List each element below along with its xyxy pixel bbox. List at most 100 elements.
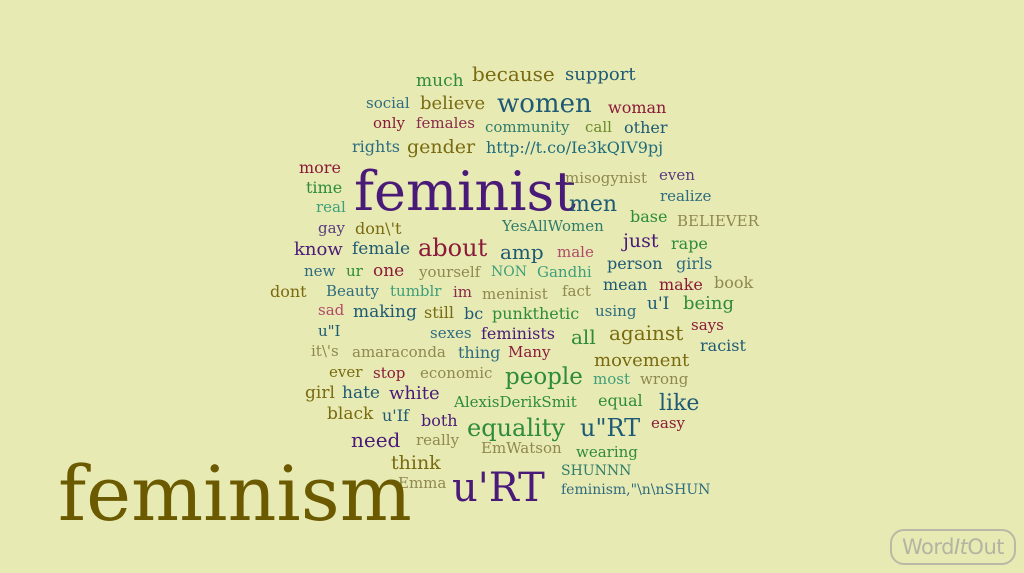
cloud-word: base [630, 207, 668, 226]
cloud-word: says [691, 316, 724, 334]
cloud-word: male [557, 243, 594, 261]
cloud-word: feminism,"\n\nSHUN [561, 482, 711, 498]
cloud-word: make [659, 275, 703, 294]
logo-word: Word [902, 535, 954, 559]
cloud-word: even [659, 166, 695, 184]
cloud-word: economic [420, 364, 493, 382]
cloud-word: other [624, 118, 668, 137]
cloud-word: movement [594, 350, 690, 371]
cloud-word: yourself [419, 263, 481, 281]
cloud-word: racist [700, 336, 746, 355]
cloud-word: wrong [640, 370, 689, 388]
cloud-word: don\'t [355, 219, 402, 238]
cloud-word: white [389, 383, 440, 404]
cloud-word: gender [407, 136, 476, 158]
cloud-word: stop [373, 364, 406, 382]
cloud-word: hate [342, 383, 380, 403]
cloud-word: Many [508, 343, 551, 361]
cloud-word: gay [318, 219, 346, 237]
cloud-word: rape [671, 234, 708, 253]
cloud-word: AlexisDerikSmit [454, 393, 577, 411]
cloud-word: mean [603, 275, 648, 294]
cloud-word: about [418, 234, 488, 262]
cloud-word: only [373, 114, 405, 132]
cloud-word: easy [651, 414, 685, 432]
cloud-word: YesAllWomen [502, 217, 604, 235]
cloud-word: new [304, 262, 336, 280]
cloud-word: females [416, 114, 475, 132]
cloud-word: meninist [482, 285, 548, 303]
cloud-word: fact [562, 282, 591, 300]
cloud-word: most [593, 370, 630, 388]
cloud-word: wearing [576, 443, 638, 461]
cloud-word: men [569, 192, 618, 217]
cloud-word: female [352, 239, 411, 259]
cloud-word: ur [346, 262, 363, 280]
cloud-word: girl [305, 383, 335, 403]
cloud-word: rights [352, 137, 400, 156]
cloud-word: Beauty [326, 282, 380, 300]
cloud-word: support [565, 64, 636, 85]
cloud-word: time [306, 178, 343, 197]
cloud-word: need [351, 428, 401, 452]
cloud-word: punkthetic [492, 304, 580, 323]
cloud-word: realize [660, 187, 712, 205]
cloud-word: it\'s [311, 342, 339, 360]
cloud-word: one [373, 261, 405, 281]
cloud-word: u'If [382, 406, 409, 425]
cloud-word: thing [458, 343, 501, 362]
cloud-word: sexes [430, 324, 472, 342]
cloud-word: equal [598, 391, 643, 410]
cloud-word: women [497, 89, 592, 119]
cloud-word: misogynist [565, 169, 648, 187]
cloud-word: feminists [481, 324, 555, 343]
cloud-word: u"I [318, 322, 341, 340]
cloud-word: person [607, 254, 663, 273]
cloud-word: equality [467, 414, 565, 442]
cloud-word: being [683, 293, 735, 314]
cloud-word: amaraconda [352, 343, 446, 361]
cloud-word: ever [329, 363, 363, 381]
cloud-word: http://t.co/Ie3kQIV9pj [486, 138, 664, 157]
cloud-word: much [416, 71, 464, 91]
wordle-logo[interactable]: WordItOut [890, 529, 1016, 565]
cloud-word: all [571, 325, 596, 349]
cloud-word: still [424, 303, 454, 322]
cloud-word: tumblr [390, 282, 442, 300]
cloud-word: sad [318, 301, 345, 319]
cloud-word: im [453, 283, 473, 301]
cloud-word: feminist [354, 160, 576, 223]
cloud-word: community [485, 118, 570, 136]
cloud-word: black [327, 404, 374, 424]
cloud-title: feminism [58, 449, 412, 538]
cloud-word: EmWatson [481, 439, 562, 457]
cloud-word: believe [420, 93, 486, 114]
cloud-word: like [659, 391, 700, 416]
cloud-word: NON [491, 264, 527, 280]
logo-it: It [953, 535, 968, 559]
cloud-word: really [416, 431, 460, 449]
cloud-word: against [609, 321, 684, 345]
cloud-word: dont [270, 282, 307, 301]
cloud-word: SHUNNN [561, 463, 632, 479]
cloud-word: woman [608, 98, 667, 117]
cloud-word: think [391, 452, 441, 474]
cloud-word: call [585, 118, 612, 136]
cloud-word: BELIEVER [677, 212, 759, 230]
cloud-word: Gandhi [537, 263, 592, 281]
cloud-word: making [353, 302, 417, 322]
cloud-word: real [316, 198, 346, 216]
cloud-word: more [299, 158, 341, 177]
cloud-word: Emma [398, 474, 447, 492]
cloud-word: because [472, 62, 555, 86]
cloud-word: girls [676, 254, 713, 273]
cloud-word: just [623, 230, 659, 252]
cloud-word: u'RT [452, 465, 545, 511]
cloud-word: people [505, 364, 583, 390]
cloud-word: amp [500, 240, 544, 264]
cloud-word: bc [464, 304, 484, 323]
logo-out: Out [967, 535, 1004, 559]
cloud-word: u"RT [580, 414, 641, 442]
cloud-word: know [294, 239, 343, 260]
